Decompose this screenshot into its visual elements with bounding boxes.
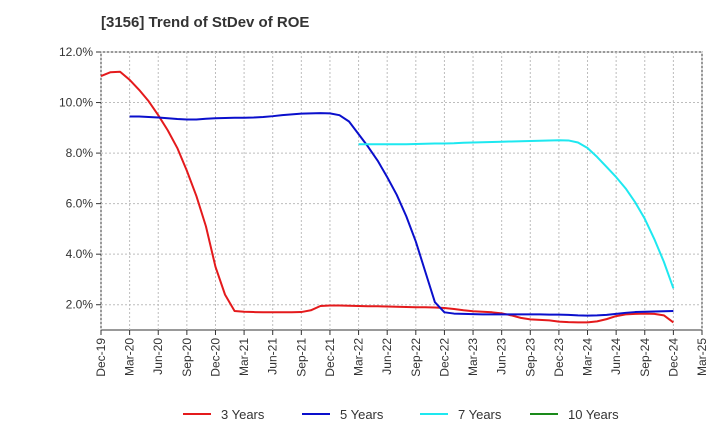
x-tick-label: Mar-21 bbox=[237, 338, 251, 376]
x-tick-label: Sep-23 bbox=[523, 338, 537, 377]
y-tick-label: 2.0% bbox=[66, 298, 94, 312]
axes: 2.0% 4.0% 6.0% 8.0% 10.0% 12.0% Dec-19 Mar-20 Ju… bbox=[59, 45, 709, 377]
x-tick-label: Mar-23 bbox=[466, 338, 480, 376]
legend-label: 10 Years bbox=[568, 406, 619, 422]
legend-label: 3 Years bbox=[221, 406, 265, 422]
series-lines bbox=[100, 70, 675, 324]
x-tick-label: Dec-24 bbox=[666, 338, 680, 377]
plot-area bbox=[100, 51, 703, 331]
y-tick-label: 6.0% bbox=[66, 197, 94, 211]
x-tick-label: Dec-19 bbox=[94, 338, 108, 377]
legend-swatch bbox=[183, 413, 211, 415]
legend-swatch bbox=[530, 413, 558, 415]
y-tick-label: 12.0% bbox=[59, 45, 93, 59]
x-tick-label: Dec-21 bbox=[323, 338, 337, 377]
x-tick-label: Jun-20 bbox=[151, 338, 165, 375]
legend-swatch bbox=[302, 413, 330, 415]
x-tick-label: Jun-23 bbox=[495, 338, 509, 375]
x-tick-label: Mar-24 bbox=[581, 338, 595, 376]
x-tick-label: Sep-24 bbox=[638, 338, 652, 377]
legend-item-7-years: 7 Years bbox=[420, 404, 501, 424]
y-tick-label: 10.0% bbox=[59, 96, 93, 110]
x-tick-label: Sep-20 bbox=[180, 338, 194, 377]
series-line-7-years bbox=[358, 139, 675, 289]
y-tick-label: 8.0% bbox=[66, 146, 94, 160]
legend-label: 5 Years bbox=[340, 406, 384, 422]
x-tick-label: Sep-21 bbox=[294, 338, 308, 377]
x-tick-label: Sep-22 bbox=[409, 338, 423, 377]
legend-item-3-years: 3 Years bbox=[183, 404, 264, 424]
series-line-3-years bbox=[100, 70, 674, 324]
x-tick-label: Jun-22 bbox=[380, 338, 394, 375]
x-tick-label: Jun-24 bbox=[609, 338, 623, 375]
x-tick-label: Dec-23 bbox=[552, 338, 566, 377]
legend-item-5-years: 5 Years bbox=[302, 404, 383, 424]
legend-swatch bbox=[420, 413, 448, 415]
x-tick-label: Dec-20 bbox=[208, 338, 222, 377]
y-tick-label: 4.0% bbox=[66, 247, 94, 261]
x-tick-label: Mar-22 bbox=[352, 338, 366, 376]
legend-label: 7 Years bbox=[458, 406, 502, 422]
chart-title: [3156] Trend of StDev of ROE bbox=[101, 14, 310, 31]
x-tick-label: Dec-22 bbox=[437, 338, 451, 377]
legend-item-10-years: 10 Years bbox=[530, 404, 619, 424]
x-tick-label: Jun-21 bbox=[266, 338, 280, 375]
x-tick-label: Mar-25 bbox=[695, 338, 709, 376]
series-line-5-years bbox=[129, 112, 674, 317]
legend: 3 Years 5 Years 7 Years 10 Years bbox=[0, 404, 720, 426]
x-tick-label: Mar-20 bbox=[123, 338, 137, 376]
